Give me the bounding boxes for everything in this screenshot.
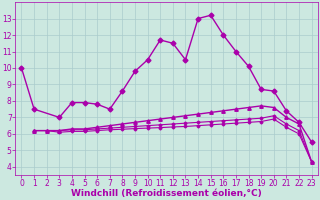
X-axis label: Windchill (Refroidissement éolien,°C): Windchill (Refroidissement éolien,°C) [71,189,262,198]
